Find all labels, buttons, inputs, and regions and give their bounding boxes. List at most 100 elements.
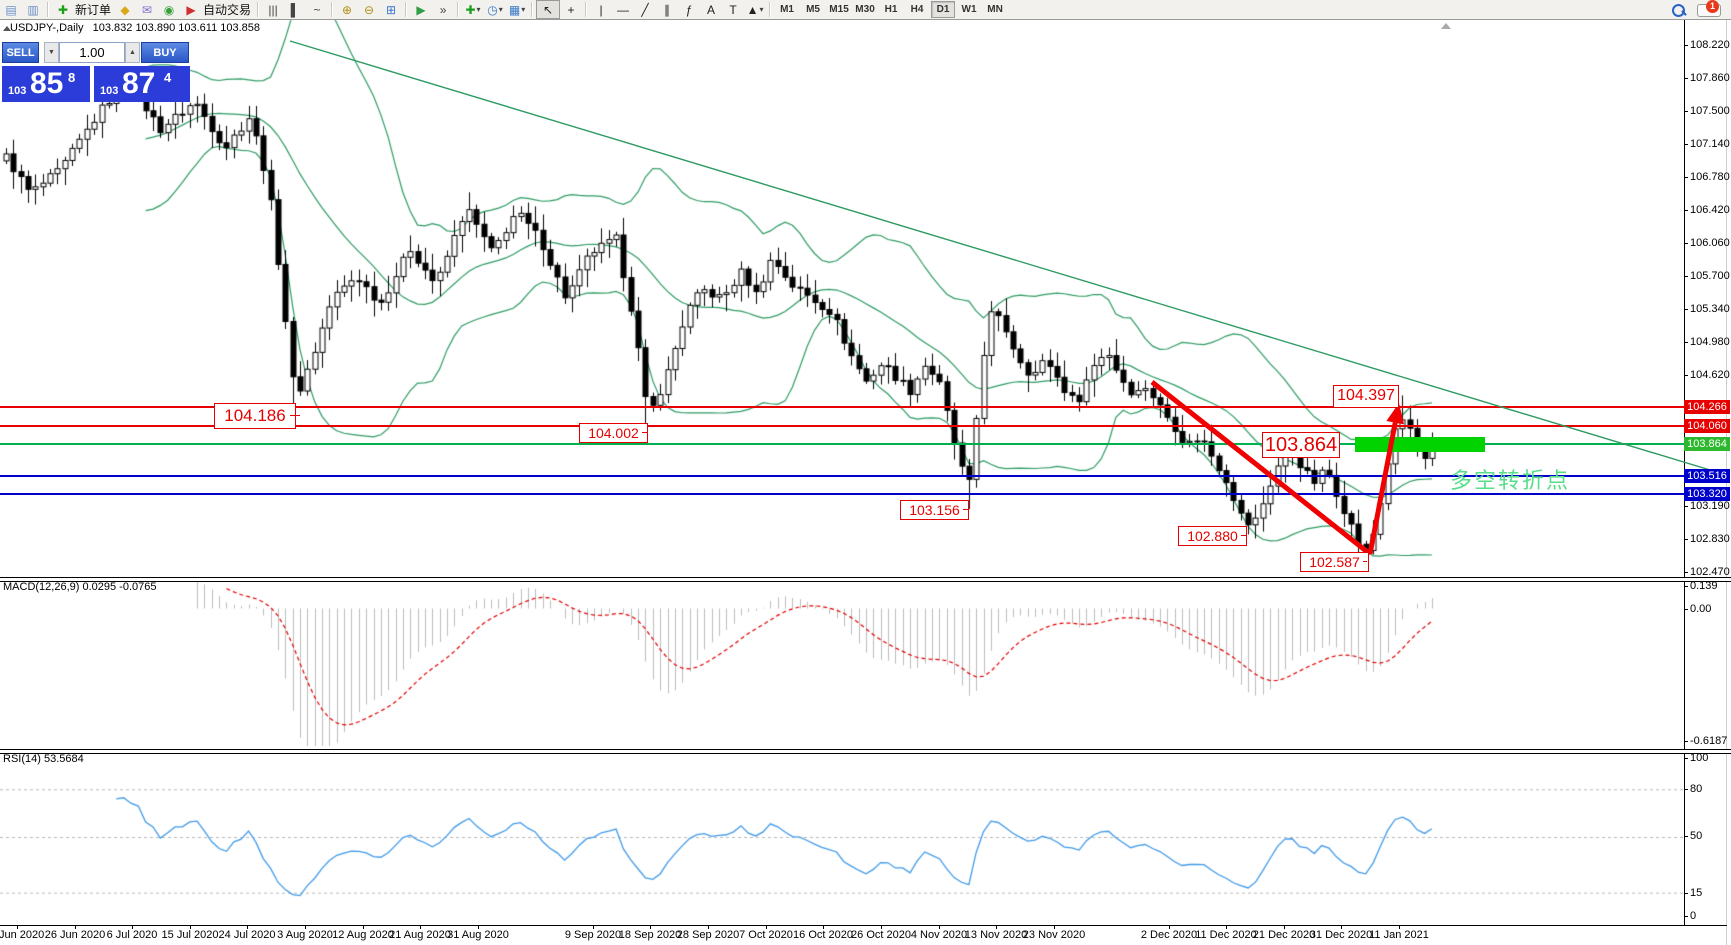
price-axis-tick-label: 104.620 — [1690, 369, 1730, 381]
periods-icon[interactable]: ◷ ▾ — [484, 1, 506, 18]
horizontal-level-line-103.516[interactable] — [0, 475, 1684, 478]
reversal-note-text: 多空转折点 — [1450, 468, 1571, 493]
time-axis-label: 6 Jul 2020 — [106, 929, 158, 941]
price-axis-tick-label: 107.140 — [1690, 138, 1730, 150]
shapes-icon: ▲ — [746, 2, 759, 17]
label-icon: T — [729, 2, 737, 17]
signal-icon[interactable]: ◉ — [158, 1, 180, 18]
volume-decrease-spinner[interactable]: ▼ — [44, 42, 59, 63]
timeframe-h4-button[interactable]: H4 — [910, 4, 924, 15]
time-axis-label: 16 Oct 2020 — [793, 929, 853, 941]
price-callout-103.864[interactable]: 103.864 — [1262, 432, 1340, 459]
profiles-icon[interactable]: ▥ — [22, 1, 44, 18]
line-chart-icon[interactable]: ~ — [306, 1, 328, 18]
price-callout-102.587[interactable]: 102.587 — [1300, 552, 1369, 573]
zoom-out-icon[interactable]: ⊖ — [358, 1, 380, 18]
volume-increase-spinner[interactable]: ▲ — [125, 42, 140, 63]
price-axis-tick-label: 102.470 — [1690, 566, 1730, 579]
rsi-axis-tickmark — [1684, 916, 1688, 917]
rsi-panel-divider[interactable] — [0, 749, 1731, 754]
autotrade-button[interactable]: ▶ — [180, 1, 202, 18]
timeframe-mn-button[interactable]: MN — [987, 4, 1003, 15]
macd-axis-tick-label: -0.6187 — [1690, 735, 1728, 747]
price-axis-tick-label: 106.060 — [1690, 237, 1730, 249]
rsi-axis-tickmark — [1684, 758, 1688, 759]
search-icon[interactable] — [1672, 4, 1685, 17]
price-axis-tickmark — [1684, 177, 1688, 178]
timeframe-w1-button[interactable]: W1 — [961, 4, 977, 15]
timeframe-m5-button[interactable]: M5 — [806, 4, 820, 15]
toolbar-separator — [769, 2, 772, 17]
open-mail-icon[interactable]: ✉ — [136, 1, 158, 18]
label-icon[interactable]: T — [722, 1, 744, 18]
timeframe-m1-button[interactable]: M1 — [780, 4, 794, 15]
rsi-axis-tick-label: 80 — [1690, 783, 1703, 795]
template-icon[interactable]: ▦ ▾ — [506, 1, 528, 18]
price-callout-104.002[interactable]: 104.002 — [579, 422, 648, 443]
timeframe-m30-button[interactable]: M30 — [855, 4, 875, 15]
vertical-line-icon: | — [599, 2, 603, 17]
time-axis-tickmark — [939, 925, 940, 929]
styler-icon[interactable]: ◆ — [114, 1, 136, 18]
time-axis-label: 26 Jun 2020 — [44, 929, 106, 941]
sell-price-display[interactable]: 103 85 8 — [2, 66, 90, 102]
text-icon[interactable]: A — [700, 1, 722, 18]
new-chart-icon: ▤ — [5, 2, 17, 17]
horizontal-line-icon[interactable]: — — [612, 1, 634, 18]
fibonacci-icon: ƒ — [685, 2, 693, 17]
timeframe-m15-button[interactable]: M15 — [829, 4, 849, 15]
price-callout-103.156[interactable]: 103.156 — [900, 500, 969, 521]
macd-axis-tickmark — [1684, 741, 1688, 742]
time-axis-label: 7 Jun 2020 — [0, 929, 45, 941]
channel-icon[interactable]: ∥ — [656, 1, 678, 18]
price-axis-tickmark — [1684, 45, 1688, 46]
toolbar-separator — [585, 2, 588, 17]
indicators-icon[interactable]: ✚ ▾ — [462, 1, 484, 18]
crosshair-icon[interactable]: + — [560, 1, 582, 18]
time-axis-label: 21 Aug 2020 — [389, 929, 451, 941]
chart-shift-icon[interactable]: » — [432, 1, 454, 18]
dropdown-caret-icon: ▾ — [521, 4, 526, 14]
volume-input[interactable]: 1.00 — [59, 42, 125, 63]
price-axis-tick-label: 103.190 — [1690, 500, 1730, 513]
time-axis-label: 3 Aug 2020 — [277, 929, 333, 941]
shapes-icon[interactable]: ▲ ▾ — [744, 1, 766, 18]
candlestick-icon[interactable]: ▌ — [284, 1, 306, 18]
trendline-icon[interactable]: ╱ — [634, 1, 656, 18]
price-badge-104.060: 104.060 — [1684, 419, 1730, 434]
price-axis-tick-label: 107.860 — [1690, 72, 1730, 84]
new-chart-icon[interactable]: ▤ — [0, 1, 22, 18]
time-axis-label: 24 Jul 2020 — [218, 929, 276, 941]
toolbar: ▤ ▥ ✚ 新订单 ◆ ✉ ◉ ▶ 自动交易 ||| ▌ ~ ⊕ ⊖ ⊞ ▶» ✚ ▾ ◷ ▾ ▦ ▾ ↖ + | — ╱ ∥ ƒ A T ▲… — [0, 0, 1731, 20]
vertical-line-icon[interactable]: | — [590, 1, 612, 18]
buy-button[interactable]: BUY — [141, 42, 189, 63]
time-axis-label: 28 Sep 2020 — [676, 929, 740, 941]
time-axis-label: 7 Oct 2020 — [739, 929, 793, 941]
cursor-icon[interactable]: ↖ — [536, 0, 561, 19]
price-axis-tick-label: 106.420 — [1690, 204, 1730, 216]
auto-scroll-icon[interactable]: ▶ — [410, 1, 432, 18]
time-axis-label: 11 Jan 2021 — [1369, 929, 1429, 941]
timeframe-h1-button[interactable]: H1 — [884, 4, 898, 15]
time-axis-tickmark — [650, 925, 651, 929]
price-callout-102.880[interactable]: 102.880 — [1178, 525, 1247, 546]
chart-symbol-ohlc-label: USDJPY-,Daily 103.832 103.890 103.611 10… — [10, 22, 260, 34]
price-callout-104.397[interactable]: 104.397 — [1333, 384, 1399, 408]
symbol-period-label: USDJPY-,Daily — [10, 22, 84, 34]
macd-panel-divider[interactable] — [0, 577, 1731, 582]
dropdown-caret-icon: ▾ — [476, 4, 481, 14]
new-order-button[interactable]: ✚ — [52, 1, 74, 18]
fibonacci-icon[interactable]: ƒ — [678, 1, 700, 18]
price-axis-tick-label: 102.830 — [1690, 533, 1730, 546]
time-axis-tickmark — [305, 925, 306, 929]
sell-button[interactable]: SELL — [2, 42, 39, 63]
price-callout-104.186[interactable]: 104.186 — [214, 402, 296, 429]
bar-chart-icon[interactable]: ||| — [262, 1, 284, 18]
tile-windows-icon[interactable]: ⊞ — [380, 1, 402, 18]
tile-windows-icon: ⊞ — [386, 2, 397, 17]
zoom-in-icon[interactable]: ⊕ — [336, 1, 358, 18]
timeframe-d1-button[interactable]: D1 — [931, 1, 956, 18]
toolbar-separator — [457, 2, 460, 17]
buy-price-display[interactable]: 103 87 4 — [94, 66, 190, 102]
horizontal-level-line-103.320[interactable] — [0, 493, 1684, 496]
